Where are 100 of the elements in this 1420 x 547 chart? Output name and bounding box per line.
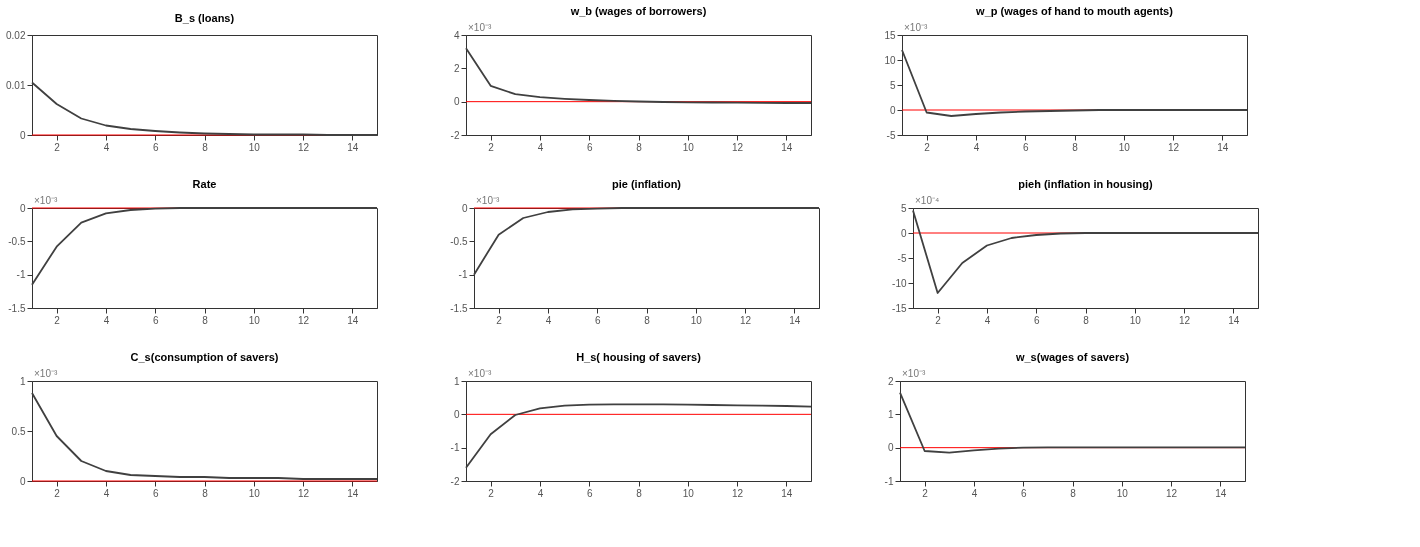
x-tick-label: 4 xyxy=(971,487,978,499)
x-tick-label: 10 xyxy=(1129,314,1142,326)
x-tick-label: 2 xyxy=(935,314,942,326)
y-tick-label: -1.5 xyxy=(8,302,26,314)
chart-title: H_s( housing of savers) xyxy=(576,351,702,363)
text: ×10⁻³ xyxy=(34,195,58,206)
x-tick-label: 2 xyxy=(488,141,495,153)
y-tick-label: -0.5 xyxy=(8,235,26,247)
text: ×10⁻³ xyxy=(902,368,926,379)
x-tick-label: 14 xyxy=(781,487,793,499)
x-tick-label: 10 xyxy=(1118,141,1131,153)
x-tick-label: 6 xyxy=(152,487,159,499)
y-tick-label: 0 xyxy=(887,442,894,454)
y-tick-label: -2 xyxy=(450,475,460,487)
x-tick-label: 2 xyxy=(922,487,929,499)
y-tick-label: 0 xyxy=(889,104,896,116)
y-tick-label: 0.02 xyxy=(6,29,26,41)
text: ×10⁻³ xyxy=(468,368,492,379)
y-tick-label: -2 xyxy=(450,129,460,141)
x-tick-label: 6 xyxy=(1022,141,1029,153)
y-tick-label: -5 xyxy=(897,252,907,264)
y-tick-label: -1.5 xyxy=(450,302,468,314)
x-tick-label: 2 xyxy=(54,141,61,153)
x-tick-label: 12 xyxy=(732,141,744,153)
y-tick-label: 5 xyxy=(889,79,896,91)
x-tick-label: 6 xyxy=(1020,487,1027,499)
x-tick-label: 12 xyxy=(732,487,744,499)
x-tick-label: 12 xyxy=(298,487,310,499)
x-tick-label: 4 xyxy=(103,487,110,499)
x-tick-label: 4 xyxy=(545,314,552,326)
x-tick-label: 4 xyxy=(984,314,991,326)
y-tick-label: -15 xyxy=(892,302,907,314)
y-tick-label: 1 xyxy=(453,375,460,387)
x-tick-label: 14 xyxy=(781,141,793,153)
x-tick-label: 6 xyxy=(586,487,593,499)
x-tick-label: 10 xyxy=(690,314,703,326)
x-tick-label: 8 xyxy=(1072,141,1079,153)
y-tick-label: 15 xyxy=(884,29,896,41)
x-tick-label: 8 xyxy=(202,487,209,499)
text: ×10⁻³ xyxy=(476,195,500,206)
x-tick-label: 12 xyxy=(1166,487,1178,499)
text: ×10⁻³ xyxy=(904,22,928,33)
x-tick-label: 14 xyxy=(347,314,359,326)
x-tick-label: 12 xyxy=(1168,141,1180,153)
text: ×10⁻⁴ xyxy=(915,195,940,206)
x-tick-label: 2 xyxy=(54,487,61,499)
x-tick-label: 12 xyxy=(298,141,310,153)
y-tick-label: 2 xyxy=(453,62,460,74)
y-tick-label: -5 xyxy=(886,129,896,141)
x-tick-label: 4 xyxy=(537,487,544,499)
x-tick-label: 8 xyxy=(644,314,651,326)
x-tick-label: 12 xyxy=(298,314,310,326)
x-tick-label: 14 xyxy=(789,314,801,326)
text: ×10⁻³ xyxy=(34,368,58,379)
y-tick-label: 4 xyxy=(453,29,460,41)
y-tick-label: -1 xyxy=(16,269,26,281)
y-tick-label: 1 xyxy=(19,375,26,387)
chart-title: C_s(consumption of savers) xyxy=(130,351,279,363)
x-tick-label: 2 xyxy=(488,487,495,499)
y-tick-label: -0.5 xyxy=(450,235,468,247)
chart-title: B_s (loans) xyxy=(174,12,235,24)
x-tick-label: 2 xyxy=(924,141,931,153)
x-tick-label: 8 xyxy=(202,314,209,326)
y-tick-label: 0 xyxy=(19,475,26,487)
y-tick-label: 1 xyxy=(887,408,894,420)
y-tick-label: 0.5 xyxy=(11,425,26,437)
x-tick-label: 6 xyxy=(152,141,159,153)
x-tick-label: 2 xyxy=(496,314,503,326)
x-tick-label: 10 xyxy=(682,141,695,153)
x-tick-label: 8 xyxy=(636,487,643,499)
y-tick-label: 5 xyxy=(900,202,907,214)
x-tick-label: 14 xyxy=(1217,141,1229,153)
y-tick-label: 0 xyxy=(900,227,907,239)
chart-title: pieh (inflation in housing) xyxy=(1018,178,1154,190)
y-tick-label: 10 xyxy=(884,54,896,66)
x-tick-label: 14 xyxy=(347,141,359,153)
x-tick-label: 8 xyxy=(1070,487,1077,499)
x-tick-label: 6 xyxy=(594,314,601,326)
x-tick-label: 12 xyxy=(740,314,752,326)
chart-title: pie (inflation) xyxy=(611,178,682,190)
x-tick-label: 14 xyxy=(1228,314,1240,326)
x-tick-label: 4 xyxy=(103,314,110,326)
x-tick-label: 8 xyxy=(202,141,209,153)
y-tick-label: -1 xyxy=(458,269,468,281)
chart-title: w_b (wages of borrowers) xyxy=(569,5,707,17)
x-tick-label: 8 xyxy=(1083,314,1090,326)
y-tick-label: 0 xyxy=(461,202,468,214)
chart-title: w_s(wages of savers) xyxy=(1014,351,1130,363)
chart-title: w_p (wages of hand to mouth agents) xyxy=(975,5,1174,17)
x-tick-label: 2 xyxy=(54,314,61,326)
x-tick-label: 4 xyxy=(537,141,544,153)
x-tick-label: 6 xyxy=(586,141,593,153)
x-tick-label: 10 xyxy=(248,487,261,499)
y-tick-label: 0 xyxy=(19,202,26,214)
x-tick-label: 6 xyxy=(1033,314,1040,326)
chart-title: Rate xyxy=(192,178,217,190)
x-tick-label: 10 xyxy=(248,314,261,326)
x-tick-label: 4 xyxy=(103,141,110,153)
x-tick-label: 14 xyxy=(1215,487,1227,499)
x-tick-label: 8 xyxy=(636,141,643,153)
